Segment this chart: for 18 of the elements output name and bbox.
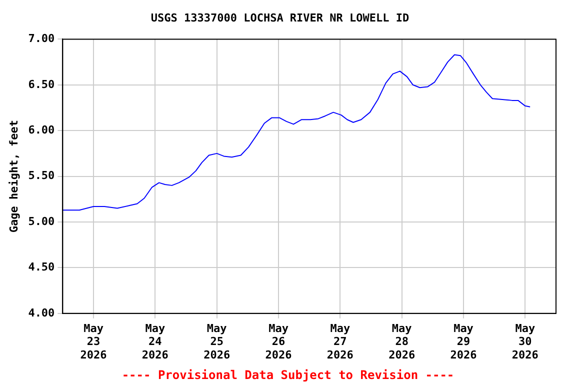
y-tick-label: 7.00 xyxy=(28,32,55,46)
text: ---- Provisional Data Subject to Revision ---- xyxy=(122,368,454,382)
x-tick-label: May 23 2026 xyxy=(80,322,108,362)
y-tick-label: 5.00 xyxy=(28,214,55,228)
y-tick-label: 6.00 xyxy=(28,123,55,136)
y-tick-label: 6.50 xyxy=(28,78,55,91)
y-tick-label: 5.50 xyxy=(28,169,55,182)
x-tick-label: May 28 2026 xyxy=(388,322,416,362)
y-tick-label: 4.50 xyxy=(28,260,55,274)
x-tick-label: May 29 2026 xyxy=(450,322,478,362)
y-axis-title: Gage height, feet xyxy=(7,120,20,233)
x-tick-label: May 25 2026 xyxy=(204,322,230,362)
chart-title: USGS 13337000 LOCHSA RIVER NR LOWELL ID xyxy=(150,11,410,24)
x-tick-label: May 27 2026 xyxy=(326,322,354,362)
x-tick-label: May 26 2026 xyxy=(265,322,292,362)
x-tick-label: May 30 2026 xyxy=(512,322,539,362)
y-tick-label: 4.00 xyxy=(28,306,55,320)
x-tick-label: May 24 2026 xyxy=(142,322,169,362)
